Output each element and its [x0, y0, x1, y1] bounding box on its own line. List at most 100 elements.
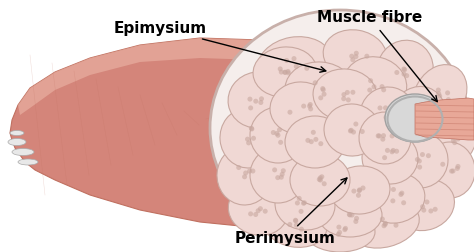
Circle shape	[380, 216, 385, 222]
Circle shape	[402, 67, 407, 72]
Circle shape	[391, 187, 396, 192]
Circle shape	[319, 174, 324, 179]
Ellipse shape	[253, 47, 317, 97]
Circle shape	[354, 216, 359, 221]
Circle shape	[399, 192, 403, 197]
Circle shape	[365, 54, 369, 59]
Ellipse shape	[385, 94, 445, 142]
Circle shape	[368, 78, 373, 83]
Ellipse shape	[433, 105, 474, 165]
Circle shape	[394, 149, 399, 154]
Circle shape	[367, 87, 372, 92]
Ellipse shape	[351, 202, 419, 248]
Circle shape	[251, 136, 256, 141]
Ellipse shape	[318, 193, 382, 237]
Circle shape	[279, 70, 284, 75]
Circle shape	[349, 128, 354, 133]
Circle shape	[372, 84, 376, 89]
Circle shape	[304, 66, 310, 71]
Circle shape	[341, 96, 346, 101]
Circle shape	[271, 130, 276, 135]
Circle shape	[308, 106, 313, 111]
Circle shape	[380, 84, 384, 89]
Circle shape	[281, 168, 286, 173]
Circle shape	[350, 90, 356, 95]
Ellipse shape	[343, 57, 407, 113]
Circle shape	[280, 172, 285, 177]
Circle shape	[385, 148, 390, 153]
Circle shape	[242, 174, 247, 179]
Circle shape	[250, 169, 255, 174]
Circle shape	[382, 155, 387, 160]
Circle shape	[347, 212, 352, 217]
Ellipse shape	[365, 173, 425, 223]
Circle shape	[299, 209, 303, 214]
Ellipse shape	[392, 132, 448, 188]
Circle shape	[436, 91, 441, 96]
Circle shape	[354, 54, 358, 59]
Circle shape	[321, 92, 327, 97]
Circle shape	[382, 223, 386, 228]
Circle shape	[399, 191, 404, 196]
Circle shape	[275, 175, 280, 180]
Circle shape	[377, 105, 383, 110]
Circle shape	[337, 230, 342, 235]
Ellipse shape	[362, 132, 418, 184]
Circle shape	[336, 232, 341, 237]
Circle shape	[383, 105, 388, 110]
Circle shape	[404, 73, 409, 78]
Circle shape	[414, 111, 419, 116]
Ellipse shape	[217, 145, 273, 205]
Text: Epimysium: Epimysium	[113, 20, 326, 72]
Circle shape	[297, 196, 302, 201]
Circle shape	[445, 90, 450, 95]
Circle shape	[446, 97, 451, 102]
Ellipse shape	[305, 212, 375, 252]
Ellipse shape	[285, 116, 345, 168]
Circle shape	[307, 104, 312, 109]
Circle shape	[313, 80, 318, 85]
Circle shape	[393, 223, 399, 228]
Circle shape	[284, 58, 289, 63]
Circle shape	[253, 99, 258, 104]
Circle shape	[415, 157, 420, 162]
Ellipse shape	[8, 139, 26, 145]
Circle shape	[313, 137, 319, 142]
Circle shape	[383, 221, 388, 226]
Circle shape	[285, 69, 291, 74]
Circle shape	[342, 227, 347, 232]
Circle shape	[401, 67, 406, 72]
Circle shape	[341, 92, 346, 97]
Circle shape	[356, 193, 361, 198]
Circle shape	[263, 209, 268, 214]
Circle shape	[299, 227, 304, 232]
Circle shape	[433, 207, 438, 212]
Ellipse shape	[263, 203, 327, 247]
Circle shape	[258, 100, 264, 105]
Circle shape	[360, 129, 365, 134]
Ellipse shape	[313, 69, 377, 121]
Circle shape	[249, 127, 255, 132]
Ellipse shape	[250, 147, 306, 203]
Circle shape	[348, 129, 353, 134]
Circle shape	[294, 223, 299, 228]
Circle shape	[278, 67, 283, 71]
Ellipse shape	[359, 112, 411, 164]
Circle shape	[440, 162, 445, 167]
Circle shape	[248, 105, 253, 110]
Circle shape	[376, 133, 381, 138]
Circle shape	[305, 138, 310, 143]
Circle shape	[309, 139, 314, 144]
Circle shape	[277, 127, 282, 132]
Circle shape	[246, 140, 251, 145]
Ellipse shape	[285, 62, 355, 118]
Circle shape	[383, 115, 389, 120]
Circle shape	[428, 208, 433, 213]
Circle shape	[293, 218, 298, 223]
Circle shape	[377, 134, 382, 138]
Ellipse shape	[330, 166, 390, 214]
Circle shape	[274, 131, 279, 136]
Circle shape	[452, 140, 457, 145]
Ellipse shape	[324, 104, 380, 156]
Polygon shape	[18, 38, 310, 115]
